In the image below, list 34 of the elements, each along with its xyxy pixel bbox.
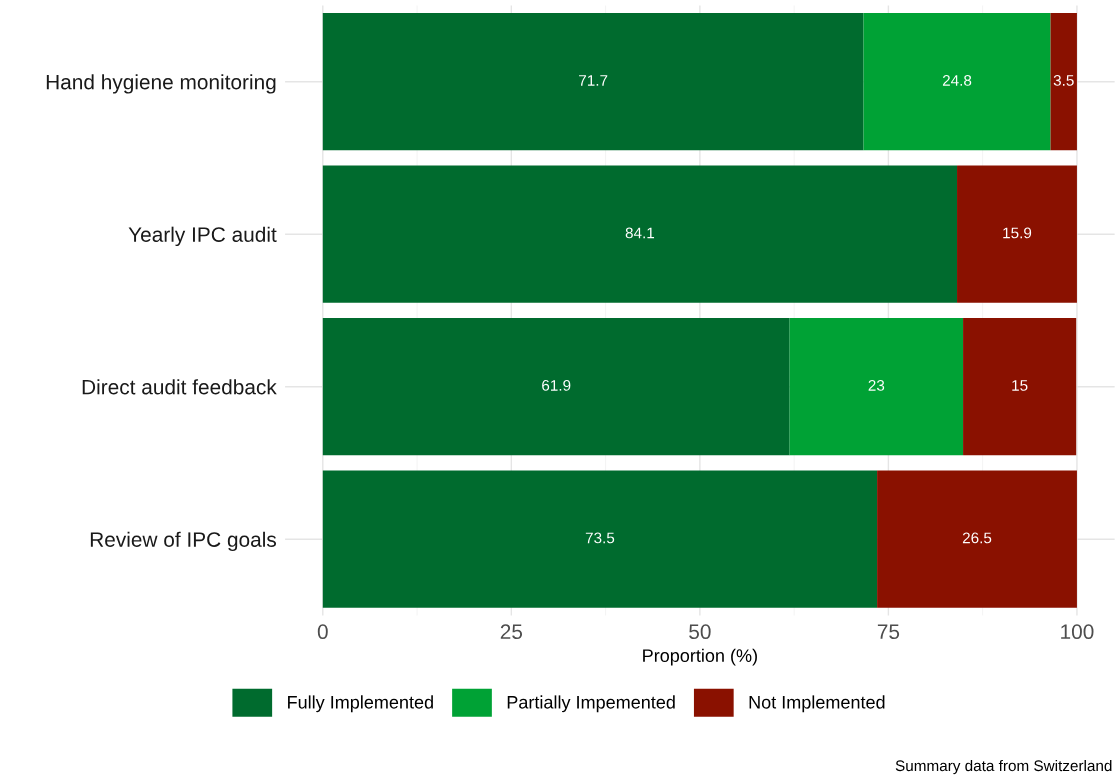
legend-label: Fully Implemented — [288, 695, 433, 713]
data-label: 15 — [1012, 380, 1028, 391]
y-tick-label: Hand hygiene monitoring — [46, 74, 276, 94]
x-tick-label: 0 — [317, 624, 328, 640]
bar — [963, 318, 1077, 456]
data-label: 3.5 — [1053, 75, 1074, 86]
legend-label: Partially Impemented — [507, 695, 675, 713]
y-tick-label: Review of IPC goals — [90, 531, 277, 552]
bar — [322, 470, 878, 608]
data-label: 73.5 — [585, 532, 615, 544]
y-tick-label: Direct audit feedback — [82, 379, 277, 395]
data-label: 84.1 — [625, 227, 655, 239]
data-label: 15.9 — [1003, 227, 1032, 239]
data-label: 61.9 — [542, 379, 571, 391]
data-label: 26.5 — [962, 532, 992, 544]
data-label: 71.7 — [579, 75, 608, 86]
data-label: 23 — [868, 379, 885, 391]
x-axis-title: Proportion (%) — [643, 648, 757, 666]
bar — [322, 165, 958, 303]
bar — [877, 470, 1077, 608]
bar — [863, 13, 1051, 151]
x-tick-label: 50 — [689, 624, 711, 640]
x-tick-label: 25 — [500, 624, 523, 640]
text: Summary data from Switzerland — [895, 759, 1112, 775]
bar — [1050, 13, 1077, 151]
bar — [957, 165, 1077, 303]
bar — [322, 13, 864, 151]
bar — [789, 318, 964, 456]
data-label: 24.8 — [942, 75, 972, 86]
x-tick-label: 100 — [1061, 624, 1094, 640]
y-tick-label: Yearly IPC audit — [128, 226, 277, 247]
x-tick-label: 75 — [877, 624, 900, 640]
legend-label: Not Implemented — [749, 695, 885, 713]
bar — [322, 318, 790, 456]
